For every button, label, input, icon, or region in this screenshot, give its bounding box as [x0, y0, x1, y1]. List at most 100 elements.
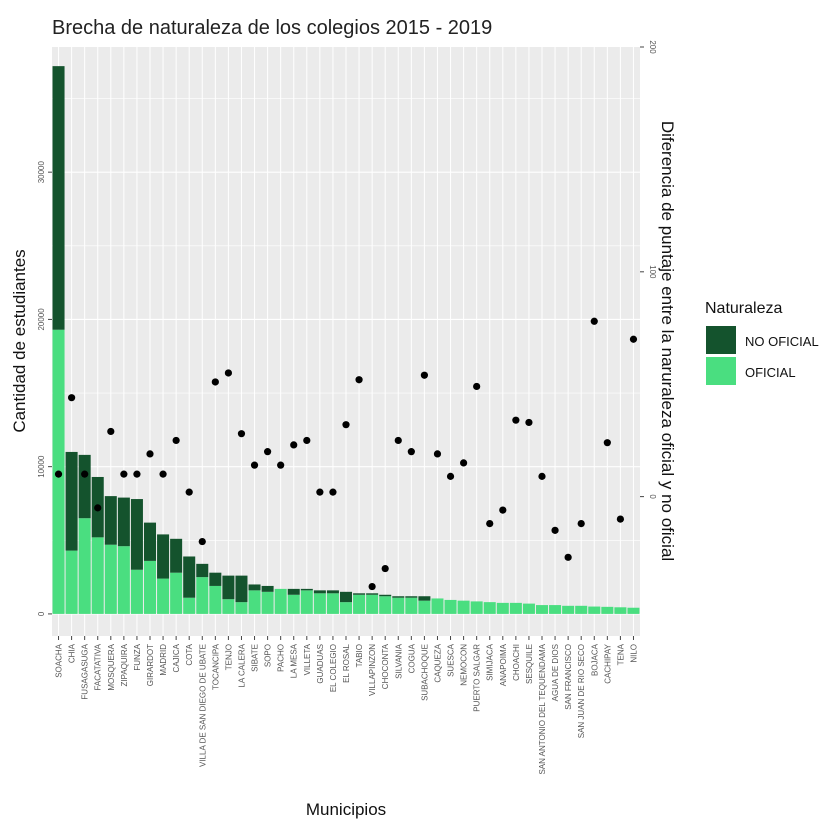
point-la-calera	[237, 430, 246, 438]
bar-oficial-el-rosal	[339, 602, 353, 614]
bar-oficial-cachipay	[601, 606, 614, 614]
point-facatativa	[94, 504, 102, 512]
point-funza	[133, 470, 141, 478]
bar-no-oficial-villa-de-san-diego-de-ubate	[196, 563, 209, 578]
x-tick-label-agua-de-dios: AGUA DE DIOS	[551, 644, 560, 701]
x-tick-label-madrid: MADRID	[159, 644, 168, 676]
legend-swatch-no-oficial	[706, 326, 736, 354]
bar-oficial-nilo	[627, 607, 640, 614]
x-tick-label-simijaca: SIMIJACA	[486, 643, 495, 681]
point-agua-de-dios	[551, 526, 559, 534]
y-axis-title: Cantidad de estudiantes	[10, 249, 29, 432]
bar-oficial-villeta	[300, 590, 313, 614]
x-tick-label-villeta: VILLETA	[303, 643, 312, 675]
x-tick-label-funza: FUNZA	[133, 643, 142, 670]
bar-no-oficial-tabio	[353, 593, 366, 595]
x-tick-label-cota: COTA	[185, 643, 194, 665]
x-tick-label-fusagasuga: FUSAGASUGA	[81, 643, 90, 699]
x-tick-label-soacha: SOACHA	[55, 643, 64, 677]
x-tick-label-la-calera: LA CALERA	[237, 643, 246, 687]
bar-no-oficial-mosquera	[104, 496, 117, 545]
point-pacho	[277, 461, 285, 469]
bar-oficial-san-francisco	[562, 605, 575, 614]
bar-no-oficial-chia	[65, 451, 78, 551]
bar-no-oficial-soacha	[52, 66, 65, 330]
bar-oficial-guaduas	[313, 593, 326, 614]
bar-no-oficial-madrid	[157, 534, 170, 579]
point-girardot	[146, 450, 154, 458]
bar-oficial-la-mesa	[287, 594, 300, 614]
bar-oficial-cota	[183, 597, 196, 614]
x-tick-label-tocancipa: TOCANCIPA	[211, 643, 220, 690]
bar-oficial-villa-de-san-diego-de-ubate	[196, 577, 209, 614]
bar-oficial-cajica	[170, 572, 183, 614]
point-silvania	[394, 436, 402, 445]
point-san-juan-de-rio-seco	[577, 519, 585, 528]
chart-title: Brecha de naturaleza de los colegios 201…	[52, 17, 492, 39]
point-nilo	[629, 335, 638, 343]
point-sopo	[264, 448, 272, 456]
x-tick-label-guaduas: GUADUAS	[316, 644, 325, 684]
legend: Naturaleza NO OFICIAL OFICIAL	[705, 300, 819, 385]
legend-label-oficial: OFICIAL	[745, 365, 796, 380]
x-tick-label-pacho: PACHO	[277, 644, 286, 672]
point-cogua	[407, 448, 415, 456]
bar-no-oficial-tocancipa	[209, 572, 222, 586]
bar-oficial-pacho	[274, 588, 287, 614]
bar-oficial-simijaca	[483, 602, 496, 614]
x-tick-label-subachoque: SUBACHOQUE	[420, 644, 429, 701]
x-tick-label-tabio: TABIO	[355, 644, 364, 667]
point-choachi	[512, 416, 520, 424]
y-tick-label: 10000	[37, 455, 46, 478]
bar-no-oficial-el-rosal	[339, 591, 353, 603]
y2-tick-label: 100	[648, 265, 657, 279]
bar-no-oficial-villeta	[300, 588, 313, 591]
bar-oficial-subachoque	[418, 600, 431, 614]
x-tick-label-san-francisco: SAN FRANCISCO	[564, 644, 573, 710]
x-tick-label-villa-de-san-diego-de-ubate: VILLA DE SAN DIEGO DE UBATE	[198, 644, 207, 767]
bars	[52, 66, 640, 614]
point-san-francisco	[564, 553, 572, 561]
point-bojaca	[590, 317, 598, 325]
bar-no-oficial-girardot	[143, 522, 157, 561]
bar-oficial-tabio	[353, 594, 366, 614]
bar-oficial-agua-de-dios	[549, 605, 562, 614]
point-tenjo	[224, 369, 232, 377]
y2-tick-label: 200	[648, 40, 657, 54]
bar-oficial-silvania	[392, 597, 405, 614]
y2-axis: 0 100 200	[640, 40, 657, 499]
point-sesquile	[525, 418, 533, 427]
point-guaduas	[316, 488, 324, 496]
x-tick-label-tena: TENA	[616, 643, 625, 665]
bar-oficial-sesquile	[522, 603, 535, 614]
bar-oficial-chia	[65, 550, 78, 614]
point-mosquera	[107, 427, 115, 436]
x-tick-label-sesquile: SESQUILE	[525, 644, 534, 684]
bar-oficial-madrid	[157, 578, 170, 614]
bar-oficial-bojaca	[588, 606, 601, 614]
point-villapinzon	[368, 582, 376, 591]
x-tick-label-suesca: SUESCA	[447, 643, 456, 677]
legend-title: Naturaleza	[705, 300, 782, 317]
x-tick-label-san-juan-de-rio-seco: SAN JUAN DE RIO SECO	[577, 644, 586, 738]
bar-no-oficial-tenjo	[222, 575, 235, 600]
y-tick-label: 0	[37, 611, 46, 616]
y2-tick-label: 0	[648, 494, 657, 499]
point-choconta	[381, 564, 389, 573]
point-tena	[616, 515, 625, 523]
bar-oficial-facatativa	[91, 537, 104, 614]
x-tick-label-bojaca: BOJACA	[590, 643, 599, 676]
x-tick-label-anapoima: ANAPOIMA	[499, 643, 508, 686]
bar-oficial-el-colegio	[326, 593, 339, 614]
x-tick-label-cachipay: CACHIPAY	[603, 643, 612, 683]
bar-oficial-anapoima	[496, 602, 509, 614]
x-tick-label-el-colegio: EL COLEGIO	[329, 644, 338, 692]
point-fusagasuga	[81, 470, 89, 478]
x-tick-label-cajica: CAJICA	[172, 643, 181, 672]
bar-oficial-sopo	[261, 591, 274, 614]
legend-label-no-oficial: NO OFICIAL	[745, 334, 819, 349]
point-madrid	[159, 470, 167, 478]
x-tick-label-caqueza: CAQUEZA	[433, 643, 442, 682]
x-tick-label-silvania: SILVANIA	[394, 643, 403, 678]
bar-oficial-tocancipa	[209, 585, 222, 614]
